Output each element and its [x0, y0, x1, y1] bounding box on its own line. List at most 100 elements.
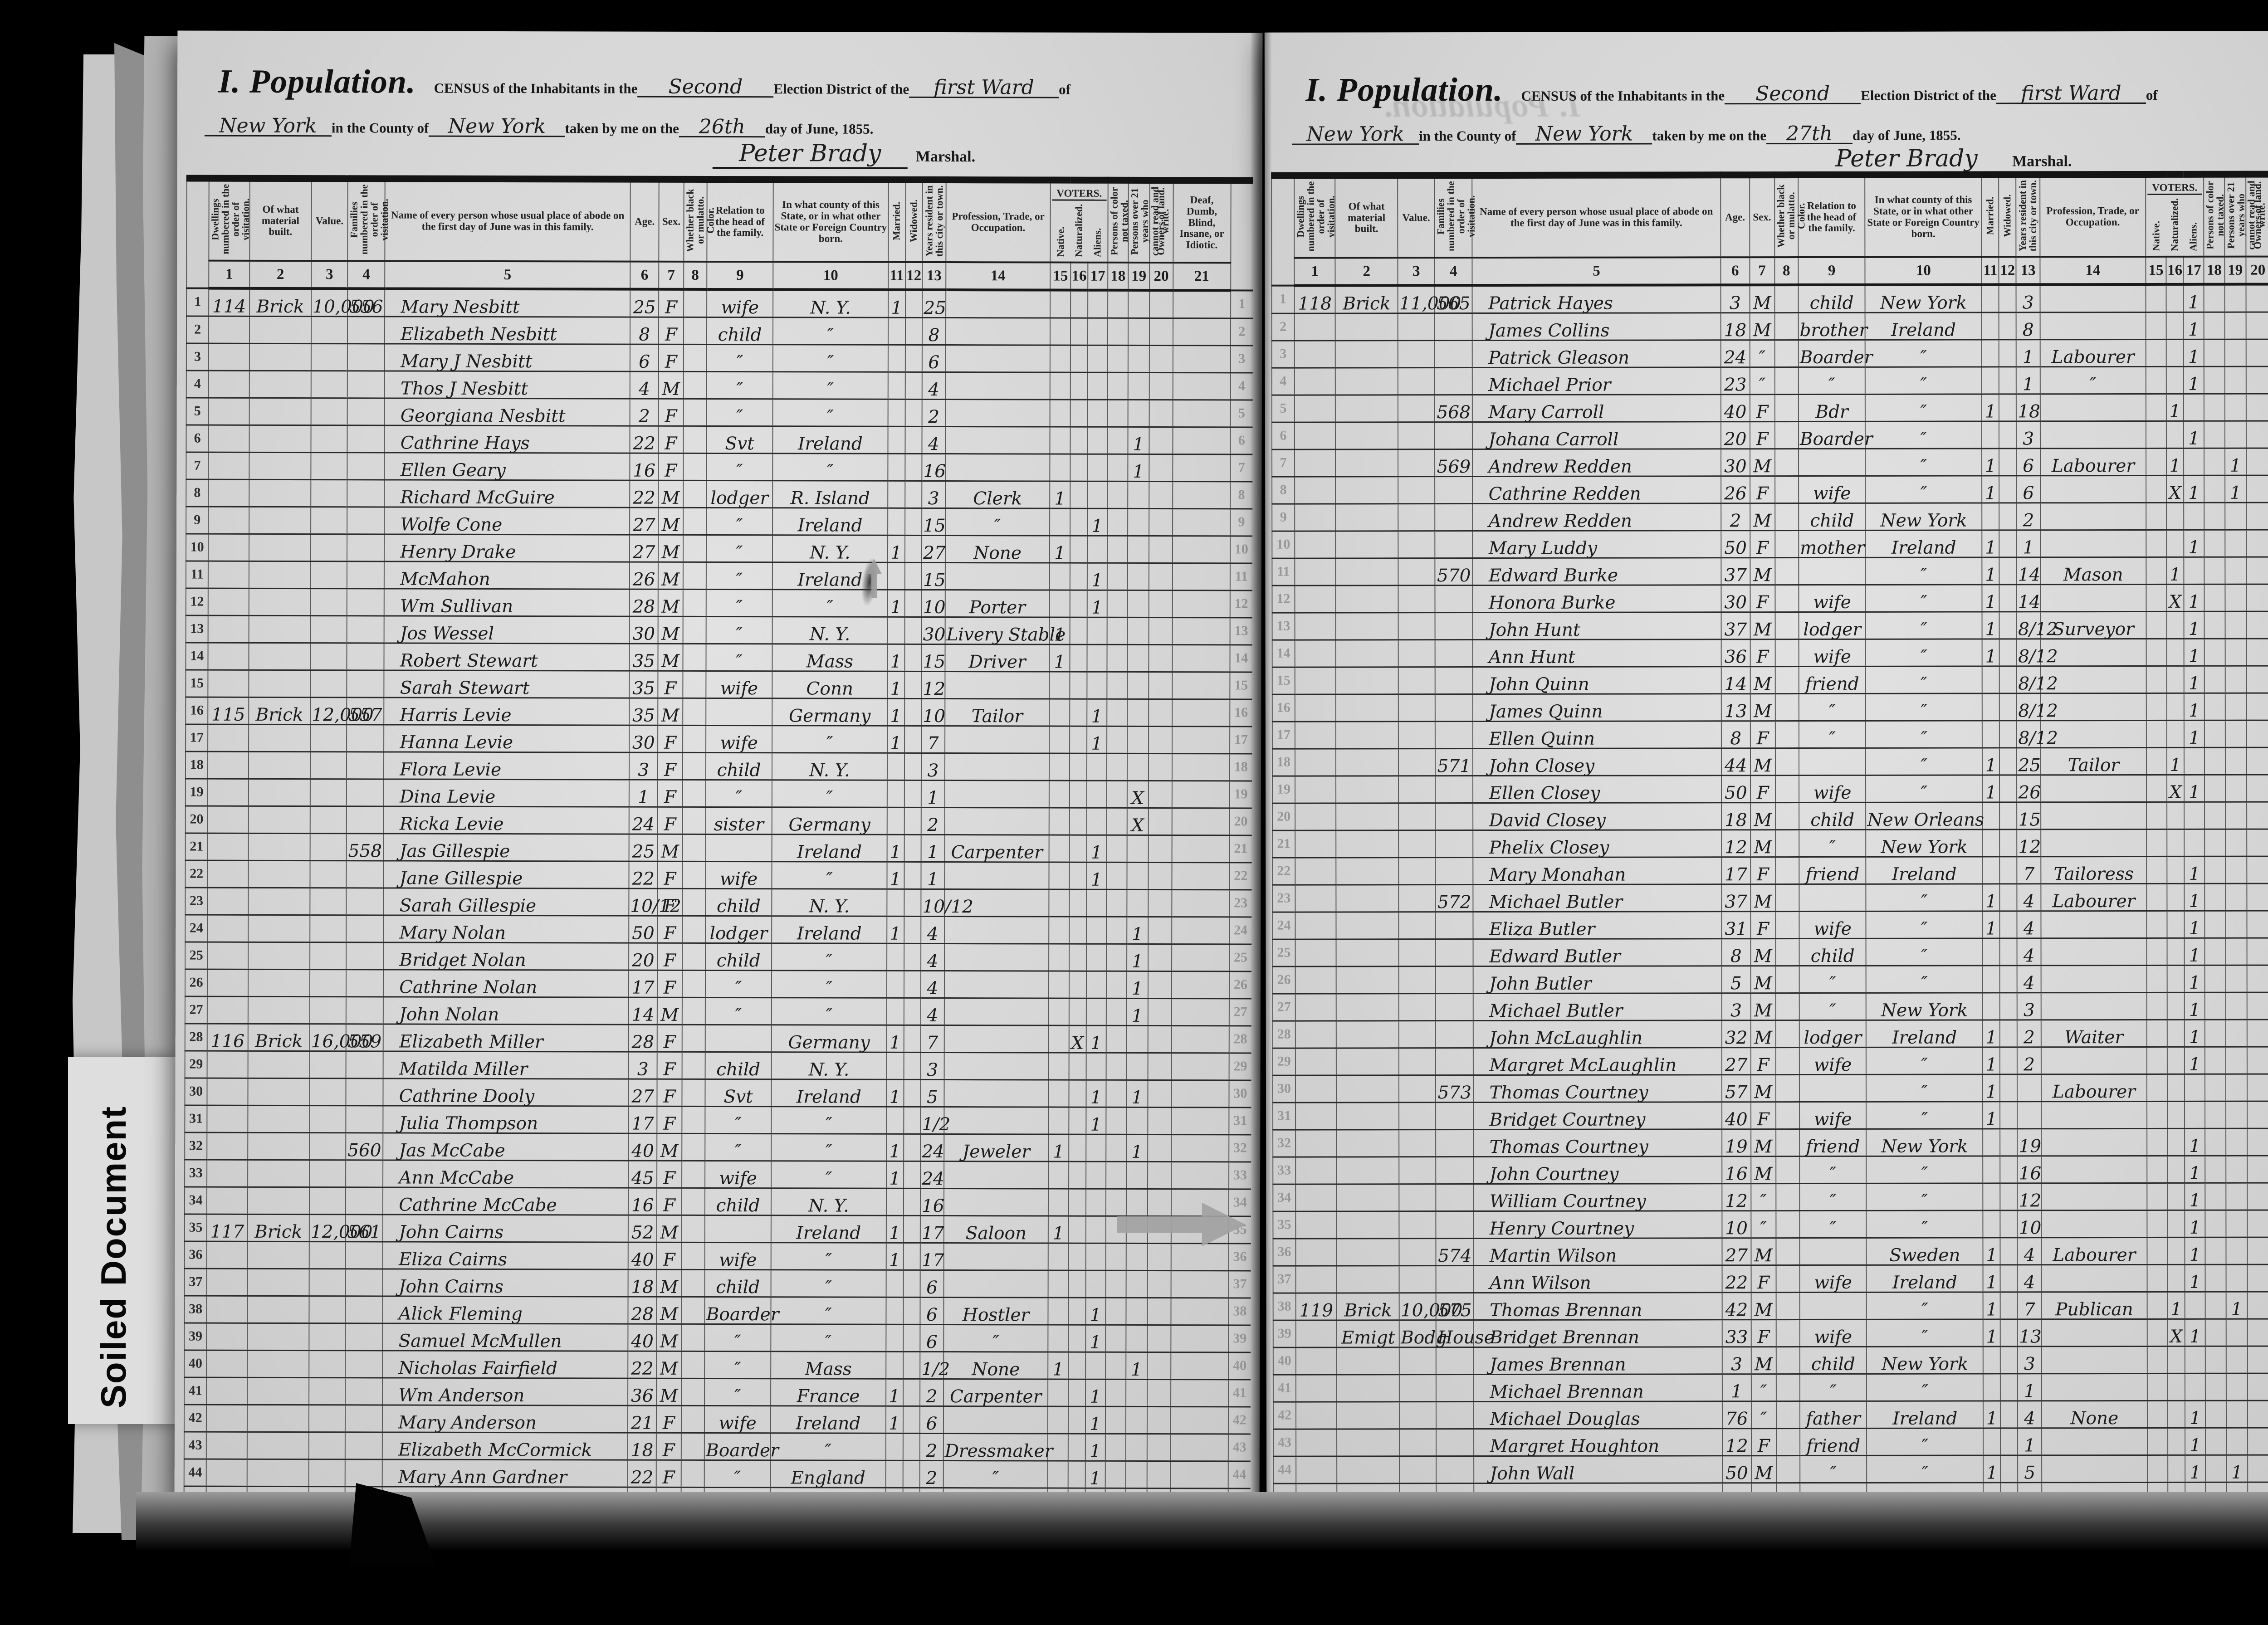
cell: M [1750, 993, 1776, 1021]
cell: Saloon [943, 1215, 1049, 1244]
cell [1336, 1048, 1399, 1075]
line-number: 10 [1230, 536, 1253, 563]
cell: Mass [772, 644, 888, 672]
cell: ″ [1865, 339, 1982, 368]
cell [1436, 1347, 1474, 1375]
cell [1050, 563, 1070, 590]
cell: 10 [921, 698, 945, 727]
cell [2247, 747, 2268, 775]
cell: 22 [1722, 1265, 1751, 1293]
cell [1126, 1298, 1148, 1325]
cell: 40 [1721, 1102, 1751, 1130]
cell [347, 452, 385, 480]
cell [2167, 1128, 2185, 1156]
cell [2226, 1319, 2248, 1347]
cell [1069, 1053, 1086, 1080]
line-number: 38 [184, 1296, 207, 1323]
cell: 1 [1982, 394, 1999, 422]
column-number: 16 [1070, 262, 1088, 290]
cell: ″ [1866, 1047, 1983, 1075]
cell [886, 1270, 904, 1298]
cell [1775, 1102, 1799, 1129]
cell [1336, 939, 1399, 966]
cell: Ireland [772, 508, 888, 536]
cell [1399, 1129, 1436, 1157]
cell: ″ [704, 1351, 771, 1379]
cell [1050, 345, 1070, 373]
cell [207, 969, 248, 997]
cell [1149, 644, 1173, 672]
column-header: Aliens. [1091, 228, 1103, 257]
cell [1171, 1053, 1229, 1080]
cell: 1 [1982, 530, 1999, 558]
cell [1172, 726, 1230, 754]
cell [1148, 1053, 1172, 1080]
cell [2146, 530, 2167, 557]
cell [1050, 508, 1070, 536]
cell: 14 [2016, 557, 2041, 585]
cell [1127, 753, 1149, 781]
cell: Jos Wessel [384, 615, 630, 644]
cell [904, 943, 921, 971]
cell [2225, 992, 2247, 1020]
cell [1294, 422, 1336, 450]
cell [1398, 422, 1435, 449]
line-number: 18 [1272, 749, 1295, 776]
cell [681, 1161, 705, 1188]
cell [1999, 883, 2017, 911]
cell [1398, 803, 1436, 830]
cell: lodger [705, 916, 772, 944]
cell [1147, 1270, 1171, 1298]
cell [2184, 503, 2204, 530]
cell: 2 [2017, 1020, 2041, 1048]
cell: 1 [2184, 965, 2205, 993]
cell [682, 997, 706, 1025]
cell [1086, 971, 1107, 999]
cell [311, 398, 347, 425]
cell [1106, 1025, 1127, 1053]
cell [2167, 1346, 2185, 1374]
cell [1982, 938, 2000, 966]
cell [1171, 1270, 1229, 1298]
cell: Ellen Geary [384, 452, 630, 481]
cell: 3 [2017, 992, 2041, 1020]
cell [206, 1323, 248, 1351]
cell: F [658, 725, 683, 753]
cell: child [705, 1052, 772, 1080]
cell [1069, 944, 1086, 971]
cell [886, 1052, 904, 1080]
line-number: 12 [1272, 586, 1295, 613]
cell [346, 752, 384, 779]
cell [2204, 611, 2225, 639]
cell [904, 698, 922, 726]
cell [2184, 802, 2205, 830]
cell [2166, 666, 2184, 693]
cell [207, 1241, 248, 1269]
cell [249, 452, 311, 480]
cell [2000, 1346, 2018, 1374]
cell [1399, 1456, 1437, 1483]
line-number: 10 [1272, 531, 1295, 559]
cell: 7 [921, 726, 945, 754]
cell [1398, 531, 1435, 558]
cell: 45 [628, 1161, 657, 1189]
cell: 558 [346, 833, 384, 861]
cell [1295, 1020, 1337, 1049]
cell: X [2166, 584, 2184, 612]
cell [944, 1079, 1049, 1108]
cell [1149, 400, 1173, 427]
census-page-right: I. Population. I. Population. CENSUS of … [1264, 31, 2268, 1514]
cell: Bridget Brennan [1474, 1319, 1722, 1348]
cell: Mason [2040, 557, 2146, 585]
cell [887, 617, 905, 644]
cell [310, 615, 347, 643]
cell [1776, 1265, 1800, 1293]
cell: F [1751, 1319, 1776, 1347]
line-number: 19 [185, 779, 208, 806]
cell [309, 1377, 346, 1405]
cell [1774, 476, 1799, 503]
column-header: Value. [311, 178, 348, 261]
cell [1048, 1107, 1069, 1135]
cell: Sweden [1866, 1237, 1983, 1266]
cell [682, 888, 706, 916]
